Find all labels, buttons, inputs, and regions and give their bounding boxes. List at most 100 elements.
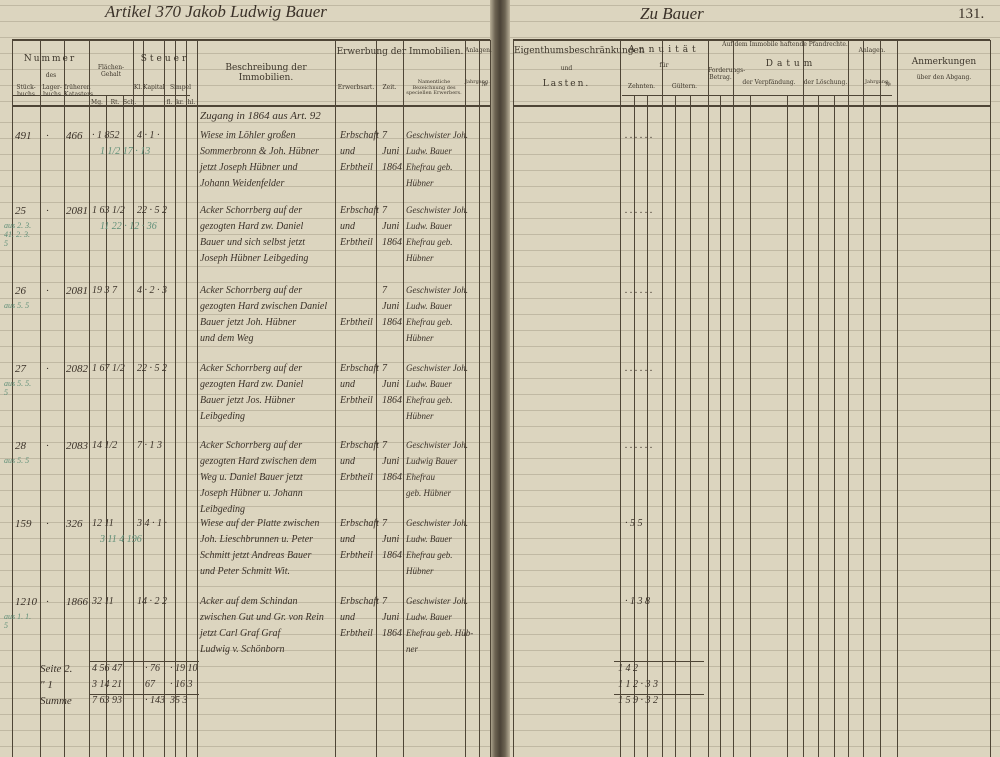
green-annotation: 3 11 4 196: [100, 534, 142, 545]
header-anlagen-left: Anlagen.: [465, 47, 492, 54]
description-line: Acker Schorrberg auf der: [200, 285, 303, 296]
column-rule: [89, 40, 90, 757]
description-line: und Peter Schmitt Wit.: [200, 566, 290, 577]
left-page: [0, 0, 492, 757]
area-value: 12 11: [92, 518, 114, 529]
erwerber-line: Hübner: [406, 253, 434, 263]
erwerber-line: Ludw. Bauer: [406, 146, 452, 156]
column-rule: [465, 40, 466, 757]
annuitaet-value: . . . . . .: [625, 285, 653, 296]
totals-label: Summe: [40, 695, 72, 707]
column-rule: [133, 40, 134, 757]
zeit-line: Juni: [382, 534, 400, 545]
erwerber-line: Geschwister Joh.: [406, 285, 468, 295]
header-mg: Mg.: [91, 99, 103, 106]
column-rule: [490, 40, 491, 757]
steuer-value: 14 · 2 2: [137, 596, 167, 607]
description-line: Schmitt jetzt Andreas Bauer: [200, 550, 312, 561]
totals-simpel: · 19 10: [170, 663, 198, 674]
frueherer-kataster-number: 326: [66, 518, 83, 530]
table-top-rule: [12, 39, 490, 41]
column-rule: [164, 40, 165, 757]
header-flaeche: Flächen-Gehalt: [97, 64, 125, 78]
header-rt: Rt.: [110, 99, 120, 106]
margin-note: aus 5. 5: [4, 301, 30, 310]
column-rule: [175, 40, 176, 757]
zeit-line: 1864: [382, 395, 402, 406]
right-page: [508, 0, 1000, 757]
column-rule: [863, 40, 864, 757]
column-rule: [787, 96, 788, 757]
erwerber-line: Geschwister Joh.: [406, 130, 468, 140]
erwerbsart-line: Erbschaft: [340, 596, 379, 607]
erwerber-line: Ludw. Bauer: [406, 379, 452, 389]
header-anlagen-right: Anlagen.: [858, 47, 886, 54]
area-value: 1 63 1/2: [92, 205, 125, 216]
table-top-rule: [513, 39, 990, 41]
header-nr-right: №: [885, 81, 891, 88]
stueck-number: 27: [15, 363, 26, 375]
right-page-heading: Zu Bauer: [640, 4, 704, 23]
header-bottom-rule: [513, 105, 990, 107]
column-rule: [897, 40, 898, 757]
erwerber-line: geb. Hübner: [406, 488, 451, 498]
erwerber-line: Ehefrau geb. Hüb-: [406, 628, 474, 638]
frueherer-kataster-number: 1866: [66, 596, 88, 608]
column-rule: [834, 96, 835, 757]
stueck-number: 1210: [15, 596, 37, 608]
header-lasten: Lasten.: [542, 79, 591, 89]
zeit-line: 1864: [382, 472, 402, 483]
header-abgang: über den Abgang.: [916, 74, 972, 81]
header-sch: Sch.: [123, 99, 137, 106]
steuer-value: 4 · 1 ·: [137, 130, 160, 141]
totals-kapital: 67: [145, 679, 155, 690]
totals-box-rule: [614, 661, 704, 662]
zeit-line: 1864: [382, 628, 402, 639]
header-namen: Namentliche Bezeichnung des speciellen E…: [406, 79, 462, 96]
totals-annuitaet: 1 4 2: [618, 663, 638, 674]
erwerbsart-line: Erbtheil: [340, 237, 373, 248]
totals-box-rule: [89, 661, 199, 662]
erwerber-line: Hübner: [406, 411, 434, 421]
totals-annuitaet: 1 5 9 · 3 2: [618, 695, 658, 706]
erwerbsart-line: und: [340, 456, 355, 467]
erwerber-line: Ehefrau geb.: [406, 395, 453, 405]
erwerbsart-line: und: [340, 612, 355, 623]
header-loeschung: der Löschung.: [803, 79, 848, 86]
lager-number: ·: [46, 518, 49, 530]
erwerber-line: Ludw. Bauer: [406, 534, 452, 544]
erwerber-line: Ehefrau geb.: [406, 317, 453, 327]
stueck-number: 491: [15, 130, 32, 142]
description-line: Leibgeding: [200, 504, 245, 515]
description-line: Joh. Lieschbrunnen u. Peter: [200, 534, 314, 545]
column-rule: [690, 96, 691, 757]
erwerbsart-line: Erbtheil: [340, 628, 373, 639]
frueherer-kataster-number: 2081: [66, 205, 88, 217]
totals-area: 4 56 47: [92, 663, 122, 674]
totals-area: 7 63 93: [92, 695, 122, 706]
header-beschreibung: Beschreibung der Immobilien.: [225, 63, 307, 83]
steuer-value: 4 · 2 · 3: [137, 285, 167, 296]
annuitaet-value: . . . . . .: [625, 363, 653, 374]
column-rule: [64, 40, 65, 757]
header-zehnten: Zehnten.: [627, 83, 656, 90]
header-klasse: Kl.: [133, 84, 143, 91]
zeit-line: 7: [382, 205, 387, 216]
steuer-value: 22 · 5 2: [137, 363, 167, 374]
margin-note: aus 5. 5: [4, 456, 30, 465]
erwerber-line: Geschwister Joh.: [406, 440, 468, 450]
annuitaet-value: . . . . . .: [625, 130, 653, 141]
description-line: Acker Schorrberg auf der: [200, 363, 303, 374]
header-simpel: Simpel: [169, 84, 192, 91]
area-value: 1 67 1/2: [92, 363, 125, 374]
description-line: zwischen Gut und Gr. von Rein: [200, 612, 324, 623]
column-rule: [708, 40, 709, 757]
header-kapital: Kapital: [143, 84, 165, 91]
header-gueltern: Gültern.: [671, 83, 698, 90]
zeit-line: 7: [382, 363, 387, 374]
stueck-number: 159: [15, 518, 32, 530]
stueck-number: 28: [15, 440, 26, 452]
zeit-line: 7: [382, 518, 387, 529]
zeit-line: 1864: [382, 162, 402, 173]
